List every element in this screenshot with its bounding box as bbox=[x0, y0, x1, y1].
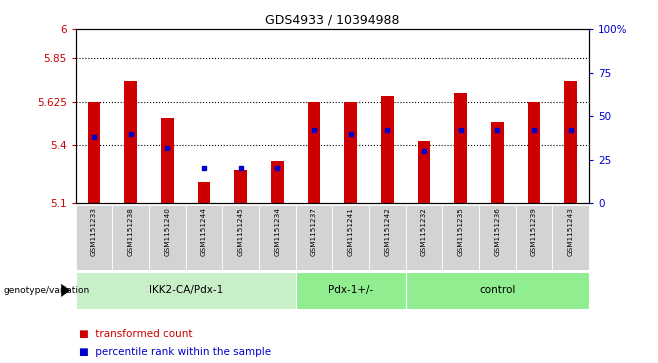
Bar bbox=[528, 102, 540, 203]
Bar bbox=[295, 205, 332, 270]
Text: Pdx-1+/-: Pdx-1+/- bbox=[328, 285, 373, 295]
Text: GSM1151245: GSM1151245 bbox=[238, 207, 243, 256]
Text: ■  transformed count: ■ transformed count bbox=[79, 329, 192, 339]
Text: GSM1151234: GSM1151234 bbox=[274, 207, 280, 256]
Bar bbox=[516, 205, 552, 270]
Bar bbox=[149, 205, 186, 270]
Bar bbox=[222, 205, 259, 270]
Bar bbox=[234, 170, 247, 203]
Text: GSM1151243: GSM1151243 bbox=[568, 207, 574, 256]
Bar bbox=[124, 81, 137, 203]
Text: GSM1151235: GSM1151235 bbox=[457, 207, 464, 256]
Text: control: control bbox=[479, 285, 515, 295]
Bar bbox=[161, 118, 174, 203]
Text: GSM1151240: GSM1151240 bbox=[164, 207, 170, 256]
Bar bbox=[344, 102, 357, 203]
Bar bbox=[369, 205, 405, 270]
Bar bbox=[552, 205, 589, 270]
Text: GSM1151241: GSM1151241 bbox=[347, 207, 353, 256]
Text: GSM1151242: GSM1151242 bbox=[384, 207, 390, 256]
Bar bbox=[491, 122, 503, 203]
Text: GSM1151236: GSM1151236 bbox=[494, 207, 500, 256]
Bar bbox=[88, 102, 101, 203]
Text: GSM1151232: GSM1151232 bbox=[421, 207, 427, 256]
Text: GSM1151233: GSM1151233 bbox=[91, 207, 97, 256]
Text: GSM1151238: GSM1151238 bbox=[128, 207, 134, 256]
Bar bbox=[307, 102, 320, 203]
Text: GSM1151239: GSM1151239 bbox=[531, 207, 537, 256]
Bar bbox=[113, 205, 149, 270]
Bar bbox=[418, 141, 430, 203]
Bar bbox=[76, 205, 113, 270]
Bar bbox=[442, 205, 479, 270]
Text: GSM1151237: GSM1151237 bbox=[311, 207, 317, 256]
Bar bbox=[564, 81, 577, 203]
Text: ■  percentile rank within the sample: ■ percentile rank within the sample bbox=[79, 347, 271, 357]
Text: IKK2-CA/Pdx-1: IKK2-CA/Pdx-1 bbox=[149, 285, 223, 295]
Bar bbox=[197, 182, 211, 203]
Bar bbox=[271, 161, 284, 203]
Bar bbox=[76, 272, 295, 309]
Bar bbox=[454, 93, 467, 203]
Bar bbox=[259, 205, 295, 270]
Bar bbox=[479, 205, 516, 270]
Bar bbox=[332, 205, 369, 270]
Bar bbox=[405, 272, 589, 309]
Bar bbox=[295, 272, 405, 309]
Bar bbox=[381, 96, 393, 203]
Title: GDS4933 / 10394988: GDS4933 / 10394988 bbox=[265, 13, 399, 26]
Bar bbox=[186, 205, 222, 270]
Text: genotype/variation: genotype/variation bbox=[3, 286, 89, 295]
Text: GSM1151244: GSM1151244 bbox=[201, 207, 207, 256]
Bar bbox=[405, 205, 442, 270]
